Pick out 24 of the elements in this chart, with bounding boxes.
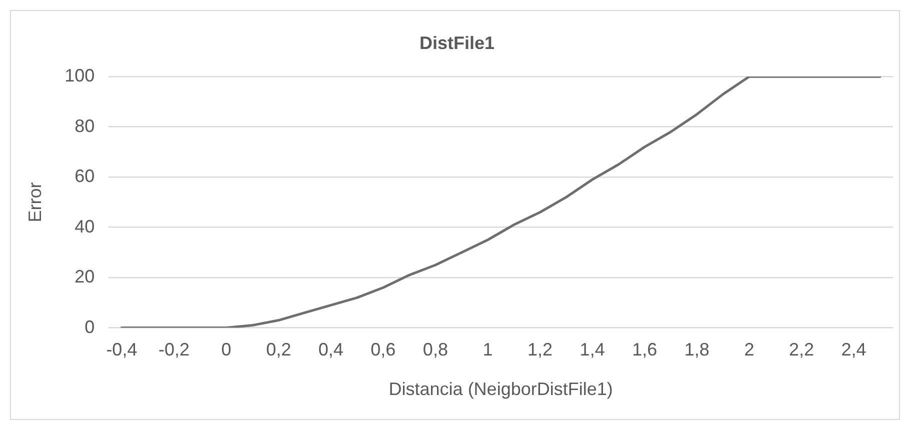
x-tick-label: -0,2	[158, 340, 190, 360]
x-tick-label: 0,6	[370, 340, 396, 360]
y-tick-label: 20	[74, 266, 95, 287]
y-tick-label: 40	[74, 216, 95, 236]
x-tick-label: 0,2	[266, 340, 292, 360]
x-tick-label: 1,4	[580, 340, 605, 360]
y-tick-label: 80	[74, 116, 95, 136]
y-axis-title: Error	[24, 182, 45, 222]
x-tick-label: 0	[221, 340, 232, 360]
y-tick-label: 100	[64, 66, 95, 86]
chart-title: DistFile1	[419, 32, 495, 53]
x-tick-label: 1	[482, 340, 493, 360]
x-tick-label: 2,2	[788, 340, 814, 360]
x-tick-label: 1,2	[528, 340, 553, 360]
x-tick-label: 2	[744, 340, 754, 360]
x-tick-label: 2,4	[841, 340, 866, 360]
x-tick-label: 0,4	[318, 340, 344, 360]
y-tick-label: 60	[74, 166, 95, 186]
x-tick-label: 0,8	[422, 340, 448, 360]
y-tick-label: 0	[84, 316, 95, 337]
x-tick-label: 1,6	[632, 340, 658, 360]
x-tick-label: 1,8	[684, 340, 710, 360]
x-tick-label: -0,4	[106, 340, 138, 360]
x-axis-title: Distancia (NeigborDistFile1)	[388, 379, 613, 400]
